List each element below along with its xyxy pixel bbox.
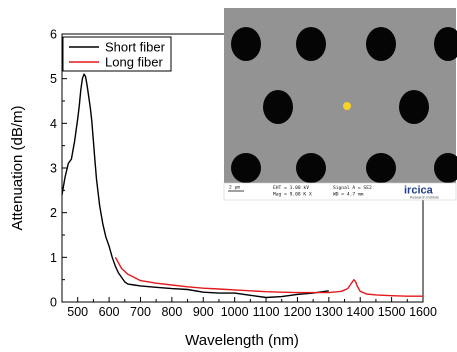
legend-label-short-fiber: Short fiber xyxy=(105,40,166,55)
y-axis: 0 1 2 3 4 5 6 xyxy=(50,28,67,310)
y-tick-label: 0 xyxy=(50,296,57,310)
sem-eht: EHT = 1.00 kV xyxy=(273,185,309,191)
x-tick-label: 1300 xyxy=(315,305,343,319)
sem-hole xyxy=(296,27,326,61)
sem-mag: Mag = 9.08 K X xyxy=(273,192,312,198)
x-tick-label: 600 xyxy=(99,305,120,319)
x-tick-label: 800 xyxy=(161,305,182,319)
legend-label-long-fiber: Long fiber xyxy=(105,55,163,70)
x-tick-label: 1500 xyxy=(378,305,406,319)
x-axis-title: Wavelength (nm) xyxy=(185,332,299,349)
sem-hole xyxy=(366,27,396,61)
sem-inset: 2 µm EHT = 1.00 kV Mag = 9.08 K X Signal… xyxy=(223,8,457,201)
sem-hole xyxy=(399,90,429,124)
legend: Short fiber Long fiber xyxy=(62,36,172,72)
x-axis: 500 600 700 800 900 1000 1100 1200 1300 1400 1500 1… xyxy=(61,297,437,319)
x-tick-label: 1000 xyxy=(221,305,249,319)
legend-box xyxy=(62,36,172,72)
sem-wd: WD = 4.7 mm xyxy=(333,192,364,198)
sem-hole xyxy=(231,27,261,61)
core-marker xyxy=(343,102,351,110)
series-layer xyxy=(61,73,423,299)
sem-info-bar xyxy=(223,182,457,201)
series-line-long-fiber xyxy=(114,256,423,297)
y-tick-label: 6 xyxy=(50,28,57,42)
y-tick-label: 1 xyxy=(50,251,57,265)
y-tick-label: 5 xyxy=(50,72,57,86)
sem-hole xyxy=(231,153,261,183)
series-line-short-fiber xyxy=(61,73,329,299)
x-tick-label: 1200 xyxy=(284,305,312,319)
y-tick-label: 4 xyxy=(50,117,57,131)
y-tick-label: 3 xyxy=(50,162,57,176)
sem-hole xyxy=(434,27,457,61)
x-tick-label: 700 xyxy=(130,305,151,319)
sem-signal: Signal A = SE2 xyxy=(333,185,372,191)
sem-hole xyxy=(296,153,326,183)
x-tick-label: 1600 xyxy=(409,305,437,319)
ircica-logo-subtitle: Research Institute xyxy=(410,196,439,200)
x-tick-label: 1100 xyxy=(253,305,280,319)
x-tick-label: 500 xyxy=(67,305,88,319)
x-tick-label: 900 xyxy=(193,305,214,319)
ircica-logo: ircica Research Institute xyxy=(404,185,439,200)
y-axis-title: Attenuation (dB/m) xyxy=(9,105,26,230)
sem-hole xyxy=(434,153,457,183)
y-tick-label: 2 xyxy=(50,206,57,220)
sem-hole xyxy=(263,90,293,124)
ircica-logo-text: ircica xyxy=(404,185,434,197)
x-tick-label: 1400 xyxy=(346,305,374,319)
sem-scale-label: 2 µm xyxy=(229,185,240,191)
sem-hole xyxy=(366,153,396,183)
